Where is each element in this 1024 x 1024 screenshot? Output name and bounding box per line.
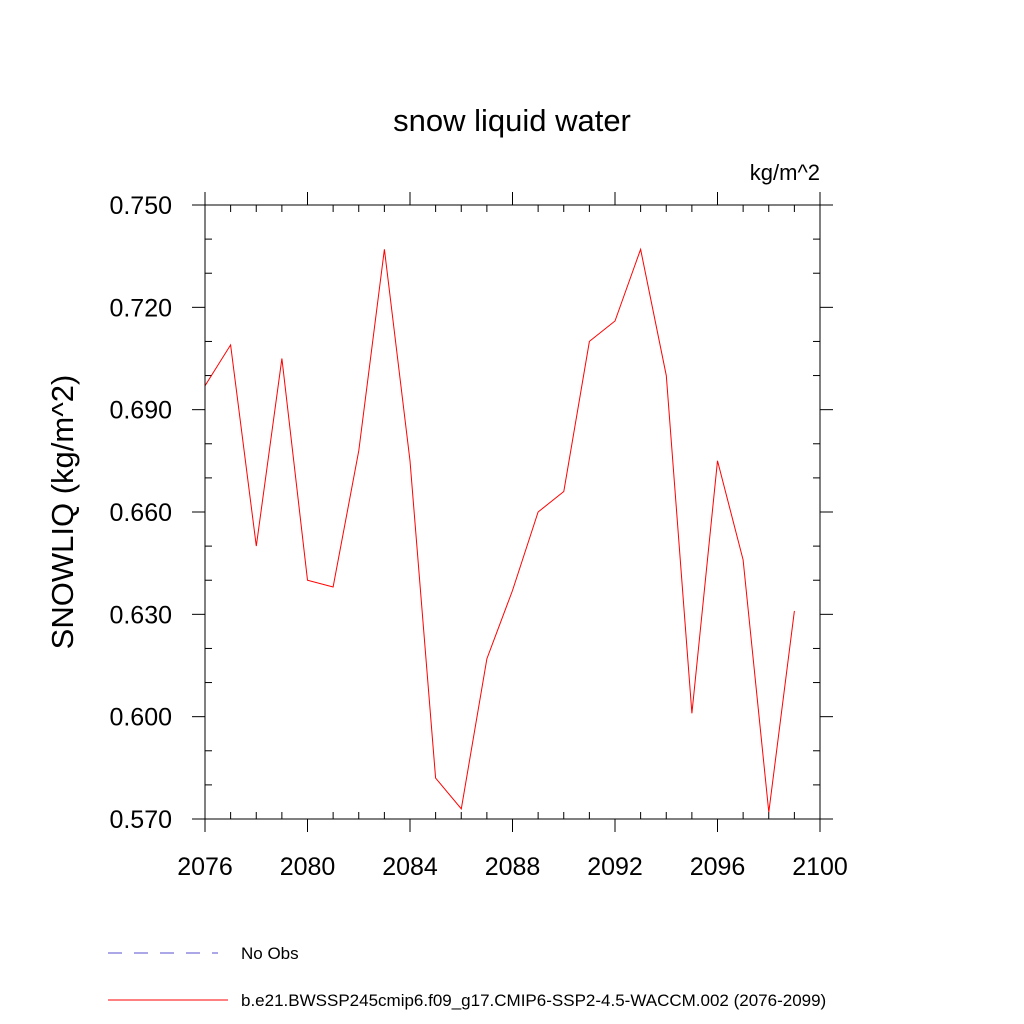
x-tick-label: 2096 xyxy=(690,853,746,881)
x-tick-label: 2092 xyxy=(587,853,643,881)
y-tick-label: 0.690 xyxy=(109,397,172,425)
x-tick-label: 2100 xyxy=(792,853,848,881)
legend: No Obs b.e21.BWSSP245cmip6.f09_g17.CMIP6… xyxy=(108,944,826,1010)
x-tick-label: 2076 xyxy=(177,853,233,881)
series-line xyxy=(204,247,795,813)
y-tick-label: 0.630 xyxy=(109,601,172,629)
units-label: kg/m^2 xyxy=(750,160,820,185)
y-tick-label: 0.660 xyxy=(109,499,172,527)
y-tick-label: 0.720 xyxy=(109,294,172,322)
series-layer xyxy=(204,247,795,813)
tick-labels: 2076 2080 2084 2088 2092 2096 2100 0.570 0.600 0.… xyxy=(109,192,847,881)
y-axis-label: SNOWLIQ (kg/m^2) xyxy=(45,375,80,650)
x-tick-label: 2080 xyxy=(280,853,336,881)
axis-ticks xyxy=(192,192,833,832)
legend-label-no-obs: No Obs xyxy=(241,944,299,963)
y-tick-label: 0.750 xyxy=(109,192,172,220)
plot-frame xyxy=(204,204,821,820)
y-tick-label: 0.570 xyxy=(109,806,172,834)
x-tick-label: 2084 xyxy=(382,853,438,881)
y-tick-label: 0.600 xyxy=(109,704,172,732)
chart-title: snow liquid water xyxy=(393,103,631,138)
legend-label-model-run: b.e21.BWSSP245cmip6.f09_g17.CMIP6-SSP2-4… xyxy=(241,991,826,1010)
x-tick-label: 2088 xyxy=(485,853,541,881)
